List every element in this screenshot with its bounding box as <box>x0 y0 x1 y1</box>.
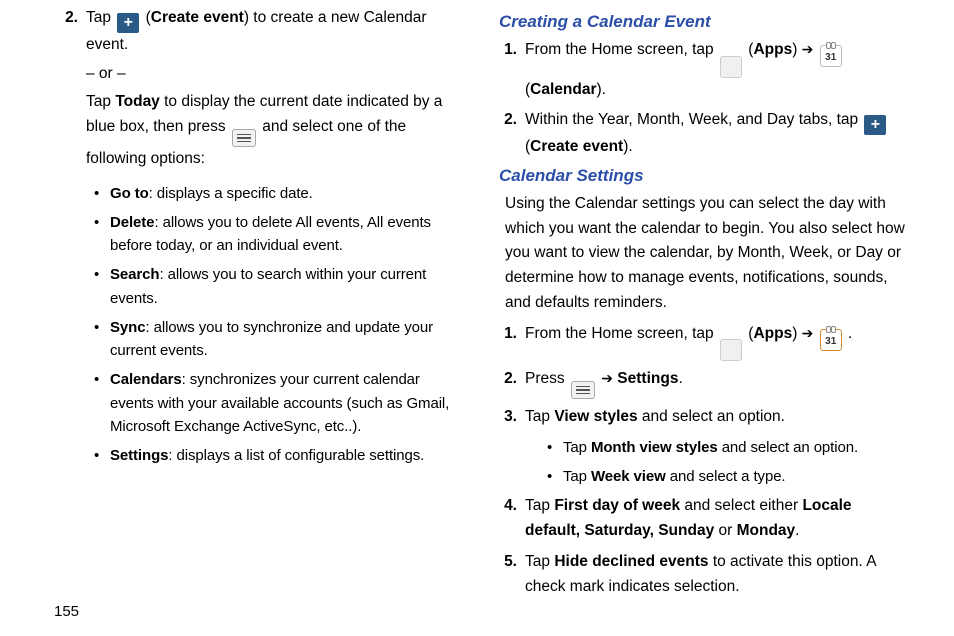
menu-icon <box>571 381 595 399</box>
bullet-sync: •Sync: allows you to synchronize and upd… <box>94 316 467 363</box>
term: Calendars <box>110 371 182 388</box>
settings-step-1: 1. From the Home screen, tap (Apps) ➔ 31… <box>499 322 906 362</box>
bullet-list: •Go to: displays a specific date. •Delet… <box>94 182 467 468</box>
step-body: Tap Hide declined events to activate thi… <box>525 550 906 600</box>
text: Tap <box>525 408 554 425</box>
term: Go to <box>110 185 149 202</box>
text: ). <box>597 81 606 98</box>
arrow-icon: ➔ <box>601 370 613 386</box>
today-label: Today <box>115 93 160 110</box>
left-column: 2. Tap + (Create event) to create a new … <box>48 6 467 606</box>
def: : allows you to delete All events, All e… <box>110 214 431 254</box>
right-column: Creating a Calendar Event 1. From the Ho… <box>499 6 906 606</box>
text: From the Home screen, tap <box>525 41 718 58</box>
settings-description: Using the Calendar settings you can sele… <box>505 192 906 316</box>
term: Delete <box>110 214 154 231</box>
step-number: 3. <box>499 405 525 430</box>
bullet-settings: •Settings: displays a list of configurab… <box>94 444 467 467</box>
month-view-label: Month view styles <box>591 439 718 456</box>
create-event-label: Create event <box>151 9 244 26</box>
text: . <box>844 325 853 342</box>
plus-icon: + <box>864 115 886 135</box>
plus-icon: + <box>117 13 139 33</box>
monday-label: Monday <box>737 522 796 539</box>
term: Sync <box>110 319 145 336</box>
apps-label: Apps <box>753 41 792 58</box>
term: Settings <box>110 447 168 464</box>
text: ) <box>792 41 801 58</box>
text: and select an option. <box>638 408 785 425</box>
bullet-delete: •Delete: allows you to delete All events… <box>94 211 467 258</box>
week-view-label: Week view <box>591 468 666 485</box>
def: : displays a specific date. <box>149 185 313 202</box>
text: Tap <box>563 468 591 485</box>
step-number: 5. <box>499 550 525 600</box>
hide-declined-label: Hide declined events <box>554 553 708 570</box>
calendar-icon: 31 <box>820 329 842 351</box>
step-number: 2. <box>499 108 525 160</box>
apps-icon <box>720 56 742 78</box>
text: and select a type. <box>666 468 786 485</box>
text: ). <box>623 138 632 155</box>
text: ) <box>792 325 801 342</box>
step-number: 2. <box>499 367 525 399</box>
create-step-1: 1. From the Home screen, tap (Apps) ➔ 31… <box>499 38 906 102</box>
apps-label: Apps <box>753 325 792 342</box>
first-day-label: First day of week <box>554 497 680 514</box>
text: . <box>795 522 799 539</box>
text: and select an option. <box>718 439 858 456</box>
settings-step-4: 4. Tap First day of week and select eith… <box>499 494 906 544</box>
arrow-icon: ➔ <box>802 325 814 341</box>
text: and select either <box>680 497 802 514</box>
text: Tap <box>563 439 591 456</box>
sub-bullet-week: •Tap Week view and select a type. <box>547 465 906 488</box>
step-body: Tap View styles and select an option. <box>525 405 906 430</box>
text: Tap <box>86 9 115 26</box>
calendar-label: Calendar <box>530 81 596 98</box>
text: Press <box>525 370 569 387</box>
settings-step-3: 3. Tap View styles and select an option. <box>499 405 906 430</box>
text: ( <box>141 9 150 26</box>
menu-icon <box>232 129 256 147</box>
bullet-search: •Search: allows you to search within you… <box>94 263 467 310</box>
settings-step-5: 5. Tap Hide declined events to activate … <box>499 550 906 600</box>
step-body: Tap First day of week and select either … <box>525 494 906 544</box>
step-number: 4. <box>499 494 525 544</box>
page-content: 2. Tap + (Create event) to create a new … <box>0 0 954 606</box>
or-separator: – or – <box>86 62 467 87</box>
step-number: 2. <box>60 6 86 172</box>
heading-creating-event: Creating a Calendar Event <box>499 12 906 32</box>
step-body: Tap + (Create event) to create a new Cal… <box>86 6 467 172</box>
step-body: From the Home screen, tap (Apps) ➔ 31 . <box>525 322 906 362</box>
def: : displays a list of configurable settin… <box>168 447 424 464</box>
step-number: 1. <box>499 38 525 102</box>
step-body: Press ➔ Settings. <box>525 367 906 399</box>
settings-step-2: 2. Press ➔ Settings. <box>499 367 906 399</box>
view-styles-label: View styles <box>554 408 637 425</box>
step-body: From the Home screen, tap (Apps) ➔ 31 (C… <box>525 38 906 102</box>
bullet-goto: •Go to: displays a specific date. <box>94 182 467 205</box>
text: or <box>714 522 736 539</box>
step-2: 2. Tap + (Create event) to create a new … <box>60 6 467 172</box>
text: Tap <box>525 553 554 570</box>
settings-label: Settings <box>617 370 678 387</box>
bullet-calendars: •Calendars: synchronizes your current ca… <box>94 368 467 438</box>
step-number: 1. <box>499 322 525 362</box>
apps-icon <box>720 339 742 361</box>
sub-bullet-month: •Tap Month view styles and select an opt… <box>547 436 906 459</box>
create-step-2: 2. Within the Year, Month, Week, and Day… <box>499 108 906 160</box>
term: Search <box>110 266 159 283</box>
calendar-icon: 31 <box>820 45 842 67</box>
text: From the Home screen, tap <box>525 325 718 342</box>
text: Within the Year, Month, Week, and Day ta… <box>525 111 862 128</box>
def: : allows you to synchronize and update y… <box>110 319 433 359</box>
step-body: Within the Year, Month, Week, and Day ta… <box>525 108 906 160</box>
text: . <box>678 370 682 387</box>
create-event-label: Create event <box>530 138 623 155</box>
heading-calendar-settings: Calendar Settings <box>499 166 906 186</box>
arrow-icon: ➔ <box>802 41 814 57</box>
page-number: 155 <box>54 603 79 620</box>
text: Tap <box>86 93 115 110</box>
text: Tap <box>525 497 554 514</box>
